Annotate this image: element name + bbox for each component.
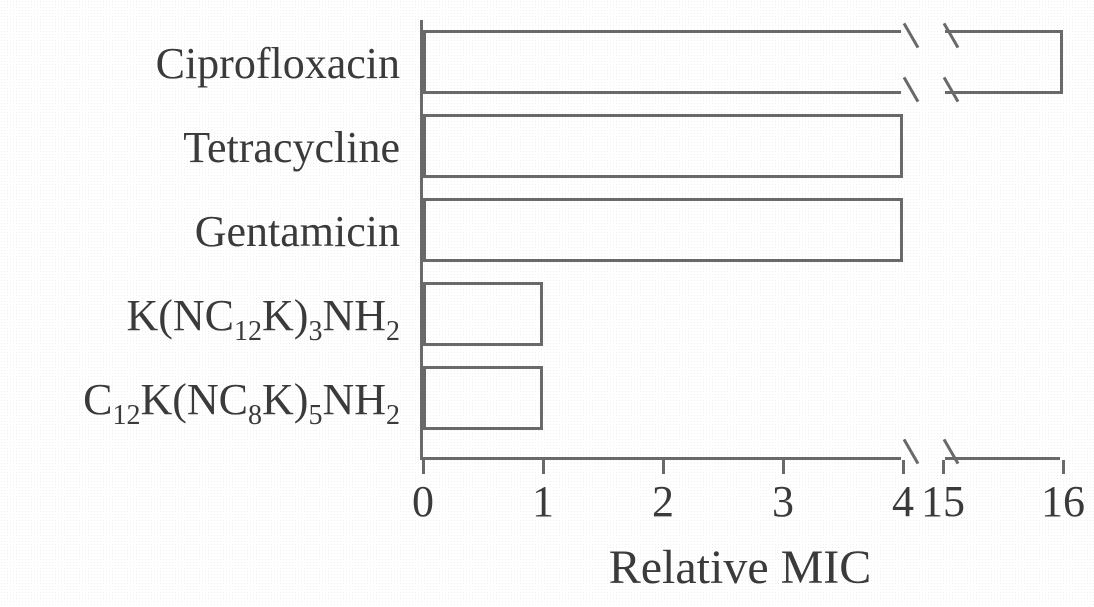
x-tick: [662, 460, 665, 474]
x-tick-label: 0: [412, 476, 434, 527]
x-tick: [942, 460, 945, 474]
x-tick-label: 1: [532, 476, 554, 527]
bar: [423, 282, 543, 346]
axis-break-slash: [943, 439, 960, 465]
mic-bar-chart: Ciprofloxacin Tetracycline Gentamicin K(NC1…: [0, 0, 1094, 607]
bar: [423, 198, 903, 262]
plot-area: 012341516: [420, 20, 1060, 460]
y-label: Ciprofloxacin: [156, 38, 400, 89]
x-tick-label: 4: [892, 476, 914, 527]
x-tick-label: 2: [652, 476, 674, 527]
x-tick: [422, 460, 425, 474]
x-tick: [782, 460, 785, 474]
x-tick-label: 15: [921, 476, 965, 527]
y-label: K(NC12K)3NH2: [126, 290, 400, 348]
bar: [943, 30, 1063, 94]
y-label: Tetracycline: [183, 122, 400, 173]
x-axis-label: Relative MIC: [420, 540, 1060, 595]
bar: [423, 114, 903, 178]
y-label: Gentamicin: [195, 206, 400, 257]
x-tick: [902, 460, 905, 474]
x-tick-label: 16: [1041, 476, 1085, 527]
axis-break-gap: [901, 456, 945, 464]
bar: [423, 30, 903, 94]
y-label: C12K(NC8K)5NH2: [83, 374, 400, 432]
x-tick: [1062, 460, 1065, 474]
x-tick-label: 3: [772, 476, 794, 527]
y-axis-labels: Ciprofloxacin Tetracycline Gentamicin K(NC1…: [0, 0, 410, 480]
x-tick: [542, 460, 545, 474]
bar: [423, 366, 543, 430]
